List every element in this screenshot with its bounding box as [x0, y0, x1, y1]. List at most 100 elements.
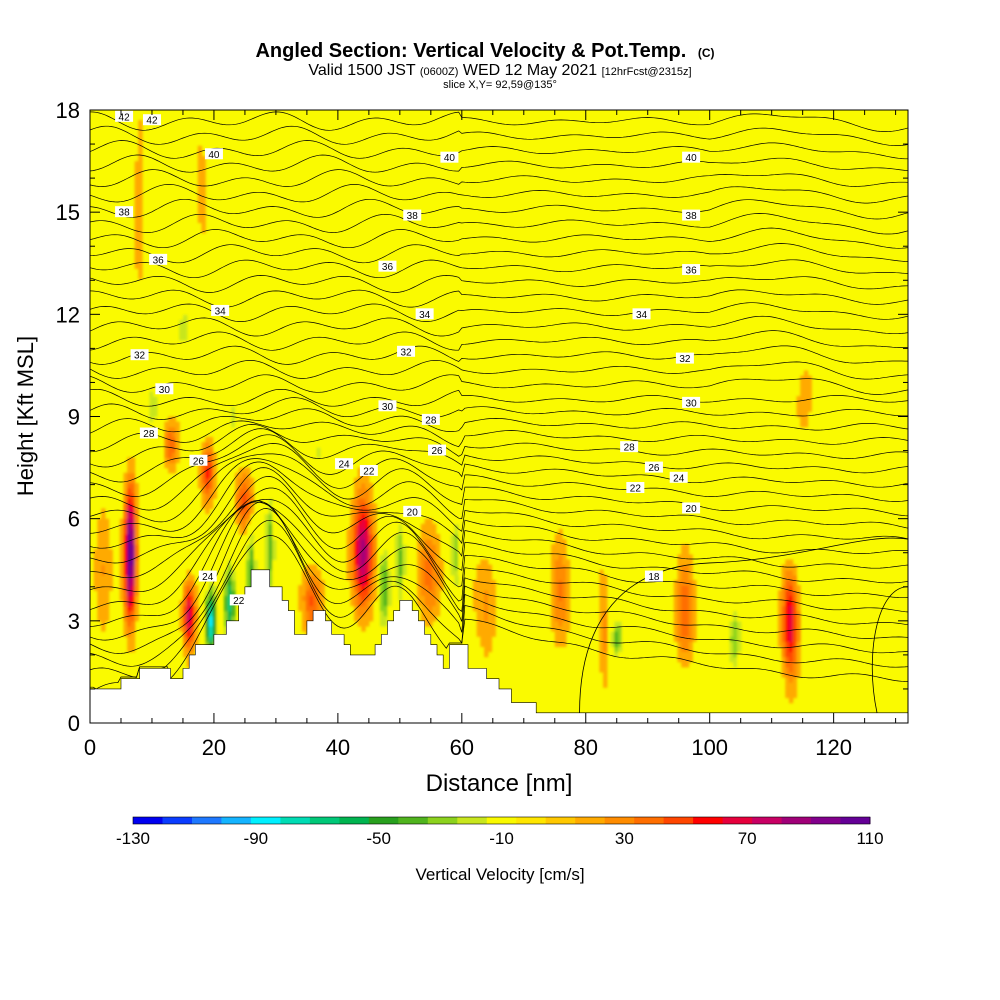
- colorbar-tick-label: 110: [856, 829, 883, 848]
- velocity-cell: [309, 615, 314, 622]
- velocity-cell: [777, 631, 783, 637]
- velocity-cell: [249, 482, 255, 489]
- velocity-cell: [227, 406, 232, 412]
- velocity-cell: [123, 590, 128, 596]
- velocity-cell: [123, 539, 128, 545]
- theta-label-bg: [682, 151, 701, 163]
- velocity-cell: [130, 595, 136, 601]
- velocity-cell: [368, 528, 374, 535]
- velocity-cell: [305, 605, 310, 612]
- velocity-cell: [725, 646, 731, 653]
- velocity-cell: [209, 442, 214, 448]
- velocity-cell: [316, 574, 322, 581]
- velocity-cell: [160, 191, 165, 198]
- velocity-cell: [227, 549, 232, 555]
- velocity-cell: [558, 590, 563, 596]
- velocity-cell: [484, 559, 489, 566]
- velocity-cell: [179, 615, 184, 622]
- velocity-cell: [153, 396, 158, 402]
- velocity-cell: [473, 600, 478, 607]
- velocity-cell: [476, 564, 481, 571]
- theta-contour-line: [90, 519, 908, 678]
- velocity-cell: [130, 636, 136, 642]
- velocity-cell: [357, 534, 362, 540]
- velocity-cell: [480, 620, 485, 627]
- velocity-cell: [588, 217, 593, 223]
- velocity-cell: [807, 385, 812, 392]
- velocity-cell: [551, 569, 556, 576]
- velocity-cell: [380, 580, 385, 586]
- velocity-cell: [372, 539, 377, 545]
- velocity-cell: [614, 656, 619, 663]
- velocity-cell: [264, 523, 270, 530]
- velocity-cell: [268, 564, 273, 571]
- velocity-cell: [365, 564, 370, 571]
- velocity-cell: [398, 518, 403, 525]
- theta-contour-line: [90, 198, 908, 220]
- velocity-cell: [439, 580, 444, 586]
- velocity-cell: [565, 605, 571, 612]
- velocity-cell: [737, 651, 742, 658]
- velocity-cell: [164, 115, 169, 121]
- velocity-cell: [168, 462, 173, 469]
- velocity-cell: [684, 641, 690, 647]
- theta-label-bg: [359, 464, 378, 476]
- velocity-cell: [209, 615, 214, 622]
- velocity-cell: [551, 615, 556, 622]
- velocity-cell: [394, 564, 400, 571]
- velocity-cell: [599, 610, 604, 617]
- velocity-cell: [368, 539, 374, 545]
- velocity-cell: [383, 595, 388, 601]
- velocity-cell: [394, 523, 400, 530]
- velocity-cell: [796, 620, 801, 627]
- velocity-cell: [164, 191, 169, 198]
- theta-label-text: 22: [233, 596, 245, 607]
- velocity-cell: [428, 574, 433, 581]
- velocity-cell: [268, 482, 273, 489]
- theta-label-text: 38: [407, 211, 419, 222]
- velocity-cell: [123, 631, 128, 637]
- velocity-cell: [398, 534, 403, 540]
- velocity-cell: [484, 585, 489, 591]
- velocity-cell: [361, 493, 366, 499]
- velocity-cell: [398, 564, 403, 571]
- velocity-cell: [227, 605, 232, 612]
- velocity-cell: [796, 610, 801, 617]
- velocity-cell: [603, 625, 608, 632]
- velocity-cell: [368, 508, 374, 515]
- velocity-cell: [313, 574, 318, 581]
- velocity-cell: [354, 549, 359, 555]
- velocity-cell: [264, 503, 270, 509]
- velocity-cell: [565, 610, 571, 617]
- velocity-cell: [127, 462, 132, 469]
- velocity-cell: [153, 391, 158, 397]
- velocity-cell: [138, 253, 143, 259]
- velocity-cell: [487, 615, 493, 622]
- colorbar: -130 -90 -50 -10 30 70 110: [116, 816, 884, 848]
- velocity-cell: [673, 636, 679, 642]
- velocity-cell: [216, 605, 221, 612]
- velocity-cell: [484, 615, 489, 622]
- velocity-cell: [134, 615, 139, 622]
- velocity-cell: [235, 498, 240, 504]
- velocity-cell: [428, 615, 433, 622]
- velocity-cell: [394, 580, 400, 586]
- velocity-cell: [681, 651, 686, 658]
- velocity-cell: [104, 564, 110, 571]
- velocity-cell: [811, 610, 816, 617]
- velocity-cell: [365, 605, 370, 612]
- theta-label: 32: [130, 349, 149, 362]
- velocity-cell: [231, 590, 236, 596]
- velocity-cell: [792, 631, 797, 637]
- velocity-cell: [681, 600, 686, 607]
- velocity-cell: [677, 620, 682, 627]
- theta-label: 20: [403, 505, 422, 518]
- theta-contour-line: [90, 453, 908, 523]
- velocity-cell: [383, 580, 388, 586]
- velocity-cell: [104, 595, 110, 601]
- velocity-cell: [104, 615, 110, 622]
- velocity-cell: [796, 595, 801, 601]
- velocity-cell: [361, 549, 366, 555]
- velocity-cell: [424, 610, 429, 617]
- velocity-cell: [97, 564, 102, 571]
